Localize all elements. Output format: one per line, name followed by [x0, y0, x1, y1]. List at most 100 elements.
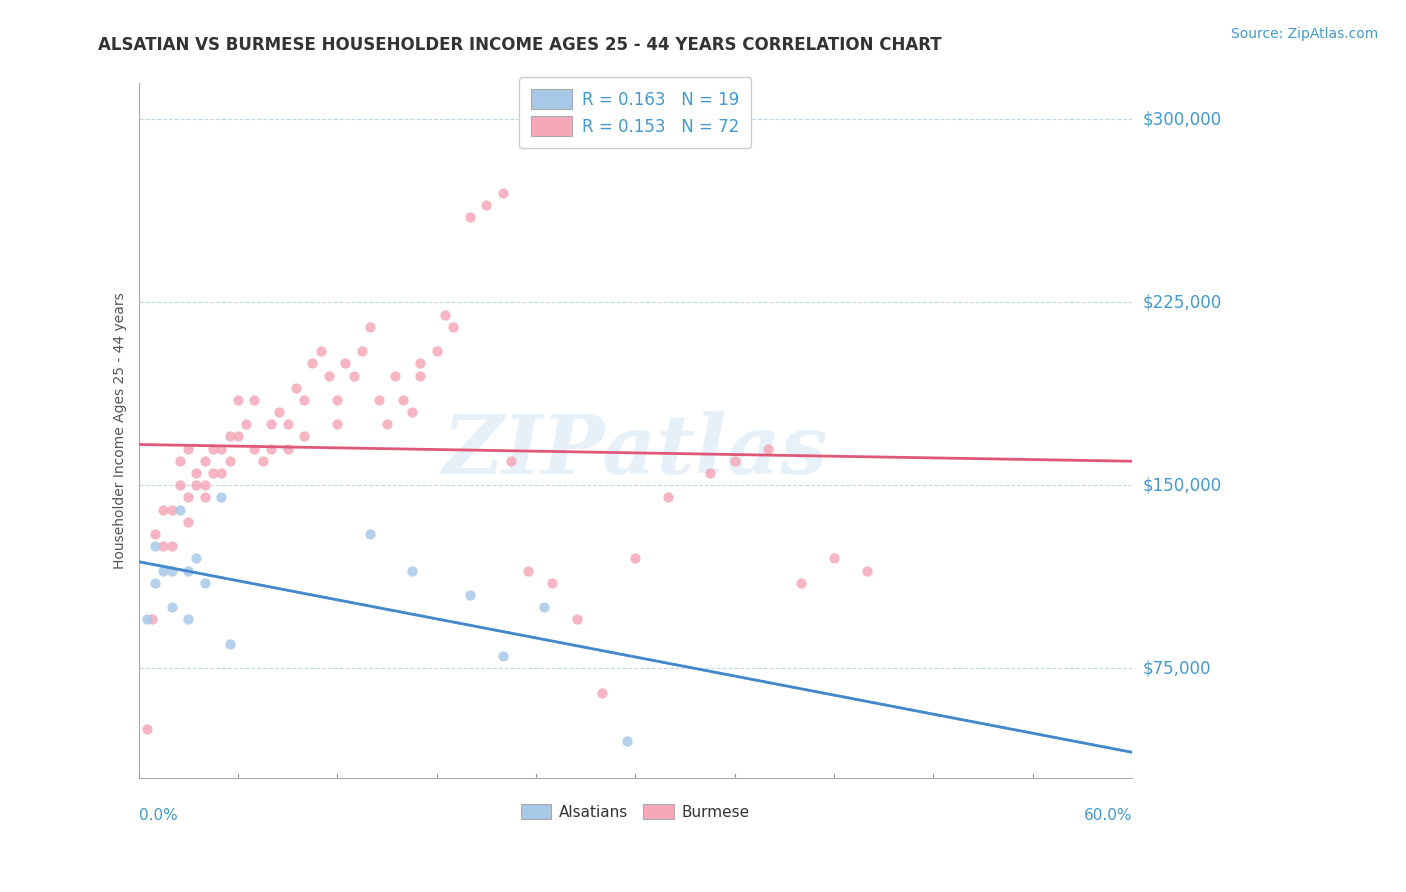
Point [209, 466, 232, 480]
Point [301, 356, 323, 370]
Point [202, 442, 225, 456]
Point [492, 648, 515, 663]
Text: 0.0%: 0.0% [139, 808, 177, 823]
Text: $300,000: $300,000 [1143, 111, 1222, 128]
Point [169, 502, 191, 516]
Point [243, 392, 266, 407]
Point [616, 734, 638, 748]
Legend: R = 0.163   N = 19, R = 0.153   N = 72: R = 0.163 N = 19, R = 0.153 N = 72 [519, 78, 751, 148]
Point [177, 564, 200, 578]
Point [152, 539, 174, 553]
Point [186, 478, 208, 492]
Point [499, 454, 522, 468]
Point [823, 551, 845, 566]
Point [186, 466, 208, 480]
Point [160, 502, 183, 516]
Point [243, 442, 266, 456]
Point [458, 210, 481, 224]
Point [226, 429, 249, 443]
Text: $150,000: $150,000 [1143, 476, 1222, 494]
Point [194, 478, 217, 492]
Point [277, 417, 299, 432]
Point [384, 368, 406, 383]
Point [567, 612, 589, 626]
Point [186, 551, 208, 566]
Point [209, 442, 232, 456]
Point [152, 502, 174, 516]
Point [226, 392, 249, 407]
Point [269, 405, 291, 419]
Point [152, 564, 174, 578]
Point [194, 491, 217, 505]
Point [401, 405, 423, 419]
Point [856, 564, 879, 578]
Point [392, 392, 415, 407]
Point [591, 685, 613, 699]
Point [541, 575, 564, 590]
Point [194, 454, 217, 468]
Point [343, 368, 366, 383]
Point [335, 356, 357, 370]
Point [533, 600, 555, 615]
Point [284, 381, 307, 395]
Point [409, 368, 432, 383]
Point [723, 454, 745, 468]
Point [441, 319, 464, 334]
Point [516, 564, 538, 578]
Text: $225,000: $225,000 [1143, 293, 1222, 311]
Point [375, 417, 398, 432]
Point [177, 612, 200, 626]
Point [359, 319, 381, 334]
Point [326, 417, 349, 432]
Point [218, 454, 240, 468]
Point [756, 442, 779, 456]
Point [177, 442, 200, 456]
Point [309, 344, 332, 359]
Text: 60.0%: 60.0% [1084, 808, 1132, 823]
Point [209, 491, 232, 505]
Point [143, 527, 166, 541]
Point [141, 612, 163, 626]
Point [160, 539, 183, 553]
Point [218, 429, 240, 443]
Point [409, 356, 432, 370]
Point [624, 551, 647, 566]
Point [252, 454, 274, 468]
Point [194, 575, 217, 590]
Point [657, 491, 679, 505]
Point [160, 600, 183, 615]
Point [135, 722, 157, 736]
Point [326, 392, 349, 407]
Point [202, 466, 225, 480]
Point [790, 575, 813, 590]
Point [292, 429, 315, 443]
Point [475, 198, 498, 212]
Point [169, 454, 191, 468]
Point [177, 515, 200, 529]
Point [218, 637, 240, 651]
Point [160, 564, 183, 578]
Text: Source: ZipAtlas.com: Source: ZipAtlas.com [1230, 27, 1378, 41]
Point [143, 575, 166, 590]
Point [367, 392, 389, 407]
Point [235, 417, 257, 432]
Point [177, 491, 200, 505]
Y-axis label: Householder Income Ages 25 - 44 years: Householder Income Ages 25 - 44 years [114, 292, 128, 569]
Point [169, 478, 191, 492]
Point [699, 466, 721, 480]
Point [359, 527, 381, 541]
Point [143, 539, 166, 553]
Point [277, 442, 299, 456]
Point [401, 564, 423, 578]
Text: ZIPatlas: ZIPatlas [443, 411, 828, 491]
Point [260, 417, 283, 432]
Text: ALSATIAN VS BURMESE HOUSEHOLDER INCOME AGES 25 - 44 YEARS CORRELATION CHART: ALSATIAN VS BURMESE HOUSEHOLDER INCOME A… [98, 36, 942, 54]
Point [425, 344, 447, 359]
Point [433, 308, 456, 322]
Point [492, 186, 515, 200]
Text: $75,000: $75,000 [1143, 659, 1212, 677]
Point [458, 588, 481, 602]
Point [260, 442, 283, 456]
Point [135, 612, 157, 626]
Point [350, 344, 373, 359]
